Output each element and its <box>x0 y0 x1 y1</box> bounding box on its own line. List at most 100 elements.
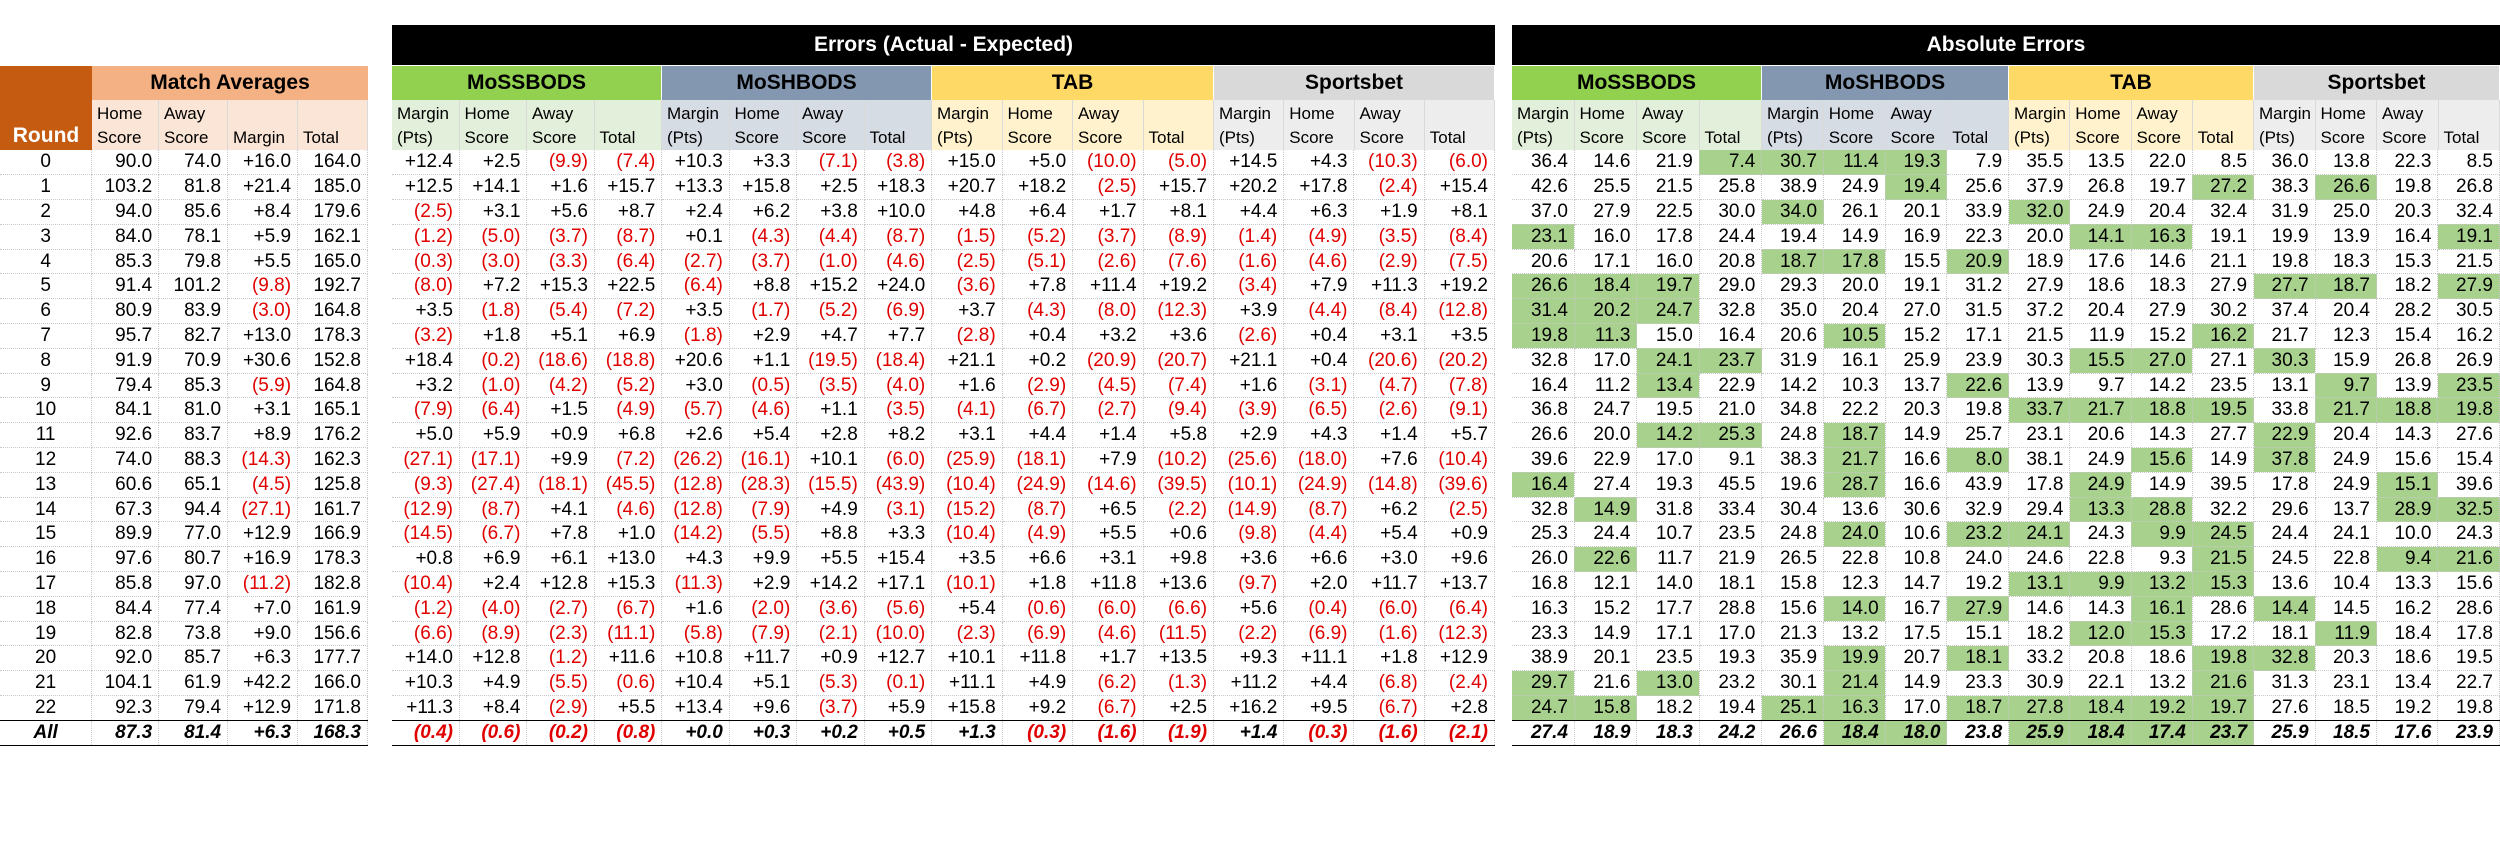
abs-error-cell: 17.8 <box>1636 224 1700 250</box>
error-cell: +12.5 <box>392 174 460 201</box>
err-col-tab-0: Margin (Pts) <box>932 100 1003 150</box>
error-cell: (2.4) <box>1353 174 1425 201</box>
abs-error-cell: 23.5 <box>1699 521 1763 548</box>
avg-cell: 125.8 <box>297 472 368 498</box>
abs-error-cell: 30.3 <box>2008 348 2071 374</box>
error-cell: +4.8 <box>931 199 1003 225</box>
abs-error-cell: 18.8 <box>2131 397 2193 424</box>
table-row: 32.8 14.9 31.8 33.4 30.4 13.6 30.6 32.9 29.4 13.3… <box>1512 497 2500 523</box>
abs-error-cell: 25.1 <box>1761 695 1825 721</box>
error-cell: (12.3) <box>1143 298 1215 325</box>
error-cell: +0.9 <box>796 645 865 672</box>
abs-error-cell: 18.4 <box>1823 719 1886 746</box>
error-cell: (6.8) <box>1353 670 1425 697</box>
error-cell: +11.7 <box>1353 571 1425 597</box>
error-cell: +1.6 <box>661 596 730 622</box>
table-row: +12.4 +2.5 (9.9) (7.4) +10.3 +3.3 (7.1) (3.8) +1… <box>392 150 1496 176</box>
error-cell: +7.7 <box>864 323 933 349</box>
abs-error-cell: 18.4 <box>2376 621 2439 647</box>
error-cell: (6.7) <box>1072 695 1144 721</box>
table-row: 37.0 27.9 22.5 30.0 34.0 26.1 20.1 33.9 32.0 24.9… <box>1512 199 2500 225</box>
abs-error-cell: 8.0 <box>1946 447 2010 473</box>
error-cell: +10.0 <box>864 199 933 225</box>
abs-error-cell: 32.8 <box>1512 497 1575 523</box>
err-col-sportsbet-0: Margin (Pts) <box>1214 100 1285 150</box>
error-cell: +1.4 <box>1213 719 1285 746</box>
error-cell: (19.5) <box>796 348 865 374</box>
abs-error-cell: 32.4 <box>2192 199 2255 225</box>
error-cell: (1.9) <box>1143 719 1215 746</box>
error-cell: (6.7) <box>594 596 663 622</box>
abs-error-cell: 19.7 <box>2131 174 2193 201</box>
abs-error-cell: 27.9 <box>2437 273 2500 300</box>
abs-error-cell: 12.0 <box>2069 621 2132 647</box>
error-cell: (26.2) <box>661 447 730 473</box>
error-cell: (3.7) <box>796 695 865 721</box>
error-cell: +15.3 <box>526 273 595 300</box>
error-cell: +11.7 <box>729 645 798 672</box>
error-cell: (4.3) <box>1002 298 1074 325</box>
abs-error-cell: 31.9 <box>2253 199 2316 225</box>
abs-error-cell: 19.3 <box>1699 645 1763 672</box>
error-cell: (4.9) <box>594 397 663 424</box>
error-cell: +15.7 <box>594 174 663 201</box>
abs-error-cell: 36.4 <box>1512 150 1575 176</box>
avg-cell: (4.5) <box>227 472 299 498</box>
abs-error-cell: 23.5 <box>2437 373 2500 399</box>
error-cell: +4.3 <box>661 546 730 573</box>
error-cell: +0.5 <box>864 719 933 746</box>
error-cell: (7.9) <box>729 497 798 523</box>
abs-error-cell: 18.4 <box>2069 695 2132 721</box>
table-row: 19.8 11.3 15.0 16.4 20.6 10.5 15.2 17.1 21.5 11.9… <box>1512 323 2500 349</box>
abs-error-cell: 30.4 <box>1761 497 1825 523</box>
error-cell: (6.9) <box>864 298 933 325</box>
avg-cell: 77.4 <box>158 596 229 622</box>
error-cell: (14.6) <box>1072 472 1144 498</box>
error-cell: (12.3) <box>1424 621 1496 647</box>
avg-cell: 80.7 <box>158 546 229 573</box>
error-cell: (8.7) <box>594 224 663 250</box>
avg-cell: 97.6 <box>91 546 160 573</box>
abs-error-cell: 21.5 <box>2192 546 2255 573</box>
abs-error-cell: 30.2 <box>2192 298 2255 325</box>
error-cell: (0.1) <box>864 670 933 697</box>
abs-error-cell: 24.9 <box>2069 447 2132 473</box>
abs-error-cell: 37.0 <box>1512 199 1575 225</box>
error-cell: (15.2) <box>931 497 1003 523</box>
abs-error-cell: 32.5 <box>2437 497 2500 523</box>
abs-error-cell: 37.4 <box>2253 298 2316 325</box>
abs-error-cell: 23.3 <box>1946 670 2010 697</box>
error-cell: +5.0 <box>392 422 460 449</box>
abs-error-cell: 12.3 <box>1823 571 1886 597</box>
abs-error-cell: 26.0 <box>1512 546 1575 573</box>
abs-error-cell: 20.8 <box>2069 645 2132 672</box>
abs-error-cell: 37.2 <box>2008 298 2071 325</box>
error-cell: (2.5) <box>931 249 1003 275</box>
abs-error-cell: 22.3 <box>2376 150 2439 176</box>
error-cell: +0.9 <box>1424 521 1496 548</box>
abs-error-cell: 14.9 <box>2131 472 2193 498</box>
error-cell: (6.9) <box>1283 621 1355 647</box>
abs-error-cell: 10.6 <box>1885 521 1948 548</box>
abs-error-cell: 22.6 <box>1946 373 2010 399</box>
abs-error-cell: 15.1 <box>2376 472 2439 498</box>
error-cell: (2.7) <box>661 249 730 275</box>
abs-error-cell: 14.9 <box>1574 621 1638 647</box>
error-cell: (11.5) <box>1143 621 1215 647</box>
abs-error-cell: 15.5 <box>2069 348 2132 374</box>
error-cell: +1.4 <box>1353 422 1425 449</box>
abs-error-cell: 23.2 <box>1699 670 1763 697</box>
abs-error-cell: 43.9 <box>1946 472 2010 498</box>
table-row: 15 89.9 77.0 +12.9 166.9 <box>0 521 368 548</box>
error-cell: (10.2) <box>1143 447 1215 473</box>
table-row: (6.6) (8.9) (2.3) (11.1) (5.8) (7.9) (2.1) (10.… <box>392 621 1496 647</box>
table-row: (8.0) +7.2 +15.3 +22.5 (6.4) +8.8 +15.2 +24.0 (3… <box>392 273 1496 300</box>
abs-error-cell: 16.3 <box>1512 596 1575 622</box>
abs-error-cell: 38.3 <box>1761 447 1825 473</box>
table-row: 16.3 15.2 17.7 28.8 15.6 14.0 16.7 27.9 14.6 14.3… <box>1512 596 2500 622</box>
table-row: 16.4 27.4 19.3 45.5 19.6 28.7 16.6 43.9 17.8 24.9… <box>1512 472 2500 498</box>
abs-error-cell: 27.7 <box>2192 422 2255 449</box>
abs-error-cell: 17.1 <box>1636 621 1700 647</box>
error-cell: +3.7 <box>931 298 1003 325</box>
error-cell: +12.8 <box>459 645 528 672</box>
